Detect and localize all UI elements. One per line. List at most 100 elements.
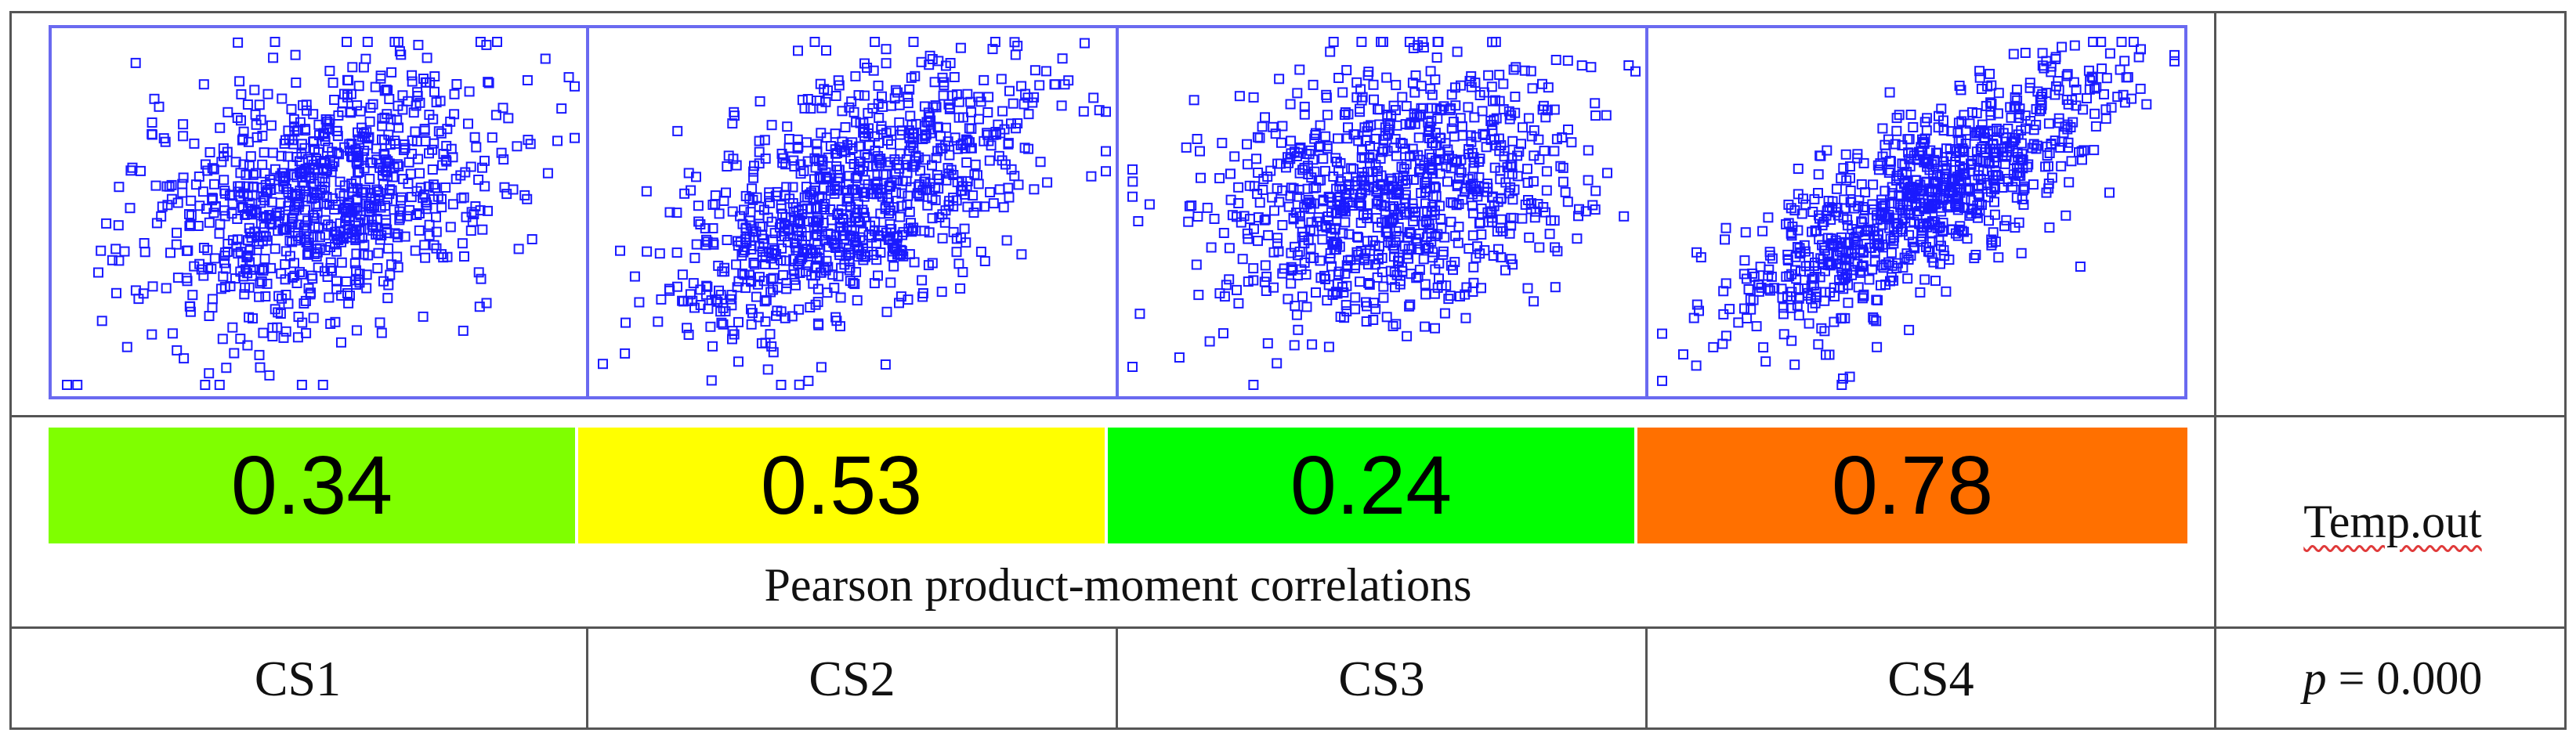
scatter-point [1814, 213, 1825, 224]
scatter-point [749, 161, 759, 171]
scatter-point [780, 159, 791, 170]
scatter-point [714, 208, 725, 219]
scatter-point [1453, 199, 1464, 209]
scatter-point [1174, 352, 1185, 363]
scatter-point [351, 325, 362, 336]
scatter-point [776, 306, 787, 317]
scatter-point [891, 175, 902, 186]
scatter-point [2071, 100, 2082, 111]
scatter-point [1468, 152, 1479, 163]
scatter-point [1512, 171, 1523, 182]
scatter-point [1922, 161, 1933, 172]
scatter-point [1551, 134, 1562, 145]
scatter-point [1315, 140, 1326, 151]
scatter-point [403, 96, 414, 106]
scatter-point [1376, 37, 1387, 47]
scatter-point [241, 169, 251, 180]
scatter-point [1807, 207, 1818, 217]
scatter-point [229, 348, 240, 359]
scatter-point [2074, 147, 2084, 157]
scatter-point [1970, 250, 1981, 260]
scatter-point [1524, 232, 1535, 243]
scatter-point [941, 175, 952, 186]
scatter-point [1831, 207, 1841, 218]
scatter-point [197, 186, 208, 197]
scatter-point [2037, 88, 2048, 99]
scatter-point [297, 166, 308, 177]
scatter-point [1739, 255, 1750, 266]
scatter-point [1984, 215, 1994, 226]
scatter-point [277, 173, 288, 184]
scatter-point [917, 291, 928, 302]
scatter-point [323, 219, 334, 230]
scatter-point [1884, 87, 1895, 98]
scatter-point [2066, 156, 2077, 167]
scatter-point [904, 133, 915, 144]
scatter-point [1364, 153, 1375, 164]
scatter-point [1375, 153, 1386, 164]
scatter-point [424, 219, 435, 230]
scatter-point [819, 198, 830, 209]
scatter-point [475, 37, 486, 47]
scatter-point [677, 269, 688, 280]
scatter-point [1343, 122, 1353, 133]
scatter-point [281, 183, 291, 194]
scatter-point [2018, 199, 2029, 210]
scatter-point [979, 201, 990, 212]
scatter-point [1018, 99, 1029, 110]
scatter-point [1436, 223, 1447, 233]
scatter-point [1409, 211, 1420, 222]
scatter-point [1758, 342, 1769, 353]
scatter-point [121, 341, 132, 352]
scatter-point [1325, 46, 1336, 57]
scatter-point [251, 244, 262, 255]
scatter-point [1244, 180, 1255, 191]
scatter-point [2104, 187, 2115, 198]
scatter-point [257, 130, 268, 141]
scatter-point [1857, 293, 1868, 304]
scatter-point [855, 217, 865, 228]
scatter-point [1887, 260, 1898, 271]
scatter-point [920, 173, 931, 184]
scatter-point [706, 375, 717, 386]
scatter-point [1253, 168, 1264, 178]
scatter-point [361, 283, 372, 294]
scatter-point [1301, 301, 1312, 312]
p-value-label: p = 0.000 [2223, 629, 2562, 727]
scatter-point [1496, 214, 1507, 225]
scatter-point [851, 235, 862, 246]
scatter-point [1029, 65, 1040, 76]
scatter-point [1345, 254, 1356, 265]
scatter-point [331, 246, 342, 257]
scatter-point [215, 218, 226, 229]
scatter-point [1540, 112, 1551, 123]
scatter-point [414, 225, 425, 236]
correlation-cell-cs1: 0.34 [49, 428, 575, 543]
scatter-point [2012, 95, 2023, 106]
scatter-point [943, 99, 954, 110]
scatter-point [325, 257, 336, 268]
scatter-point [542, 168, 553, 179]
scatter-point [393, 229, 403, 240]
scatter-point [1445, 103, 1456, 114]
scatter-point [147, 129, 157, 140]
scatter-point [748, 166, 759, 177]
scatter-point [1981, 100, 1992, 111]
scatter-point [738, 247, 749, 258]
scatter-point [2086, 71, 2097, 82]
scatter-point [725, 294, 736, 305]
scatter-point [801, 182, 812, 193]
scatter-point [407, 70, 418, 81]
scatter-point [1292, 250, 1303, 261]
scatter-point [1257, 121, 1268, 132]
scatter-point [806, 270, 817, 281]
scatter-point [654, 248, 665, 259]
scatter-point [792, 143, 803, 154]
scatter-point [958, 112, 968, 123]
scatter-point [247, 270, 258, 281]
scatter-point [691, 239, 702, 250]
scatter-point [1434, 154, 1445, 164]
scatter-point [874, 113, 885, 123]
scatter-point [349, 258, 360, 269]
scatter-point [386, 259, 397, 270]
